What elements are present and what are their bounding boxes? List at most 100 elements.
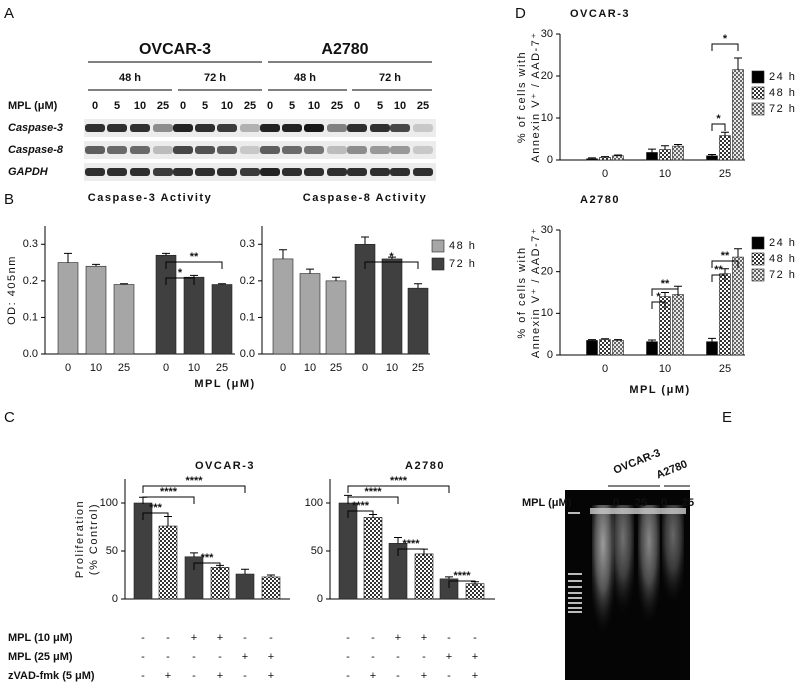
blot-band [347,124,367,132]
dose: 10 [308,100,320,112]
significance-label: **** [160,486,178,498]
significance-bracket [347,496,399,504]
significance-label: * [389,251,394,263]
blot-band [260,146,280,154]
error-bar [445,576,453,579]
error-bar [588,339,596,341]
x-axis-label: MPL (μM) [194,378,255,390]
bar [85,265,107,355]
panel-label: C [4,409,15,426]
blot-band [195,146,215,154]
blot-band [217,146,237,154]
dose: 25 [331,100,343,112]
legend-swatch [751,86,765,100]
protein-label: Caspase-8 [8,144,64,156]
error-bar [674,143,682,147]
error-bar [332,276,340,281]
significance-label: ** [721,250,730,262]
bar [672,294,684,356]
bar [612,340,624,356]
panel-label: B [4,191,14,208]
blot-band [195,124,215,132]
legend-swatch [751,236,765,250]
significance-bracket [142,512,169,520]
x-tick-label: 10 [659,363,671,375]
treatment-label: MPL (25 μM) [8,651,73,663]
error-bar [661,145,669,150]
blot-band [347,168,367,176]
y-tick-label: 0.0 [23,348,38,360]
x-tick-label: 0 [65,362,71,374]
significance-bracket [347,510,374,518]
error-bar [414,283,422,289]
y-tick-label: 20 [541,266,553,278]
bar [586,158,598,161]
blot-band [304,168,324,176]
error-bar [190,274,198,278]
treatment-sign: - [192,651,196,663]
bar [719,135,731,161]
significance-label: **** [364,486,382,498]
x-axis-label: MPL (μM) [629,384,690,396]
blot-band [173,168,193,176]
treatment-sign: - [243,632,247,644]
bar [706,341,718,356]
treatment-sign: - [346,670,350,682]
treatment-sign: + [268,670,274,682]
treatment-sign: - [243,670,247,682]
protein-label: GAPDH [8,166,49,178]
error-bar [279,249,287,259]
dose: 25 [244,100,256,112]
significance-label: ** [190,251,199,263]
dose: 25 [635,497,647,509]
treatment-label: MPL (10 μM) [8,632,73,644]
bar [210,567,230,600]
error-bar [614,339,622,341]
x-tick-label: 0 [602,363,608,375]
error-bar [614,154,622,156]
chart-title: OVCAR-3 [570,8,630,20]
significance-label: * [723,33,728,45]
y-tick-label: 0.2 [240,275,255,287]
significance-bracket [142,485,246,493]
treatment-sign: - [396,651,400,663]
blot-band [327,168,347,176]
x-tick-label: 25 [118,362,130,374]
blot-band [217,124,237,132]
x-tick-label: 0 [163,362,169,374]
error-bar [120,283,128,285]
dose: 10 [134,100,146,112]
treatment-sign: - [473,632,477,644]
significance-bracket [165,277,195,285]
gel-smear [592,505,614,635]
dose: 25 [417,100,429,112]
blot-band [153,168,173,176]
x-tick-label: 25 [719,168,731,180]
y-tick-label: 50 [106,545,118,557]
blot-band [282,124,302,132]
significance-bracket [651,288,679,296]
blot-band [85,146,105,154]
bar [732,69,744,161]
error-bar [388,256,396,259]
bar [235,573,255,600]
dose: 10 [394,100,406,112]
y-tick-label: 50 [311,545,323,557]
error-bar [601,156,609,158]
error-bar [162,252,170,256]
x-tick-label: 0 [602,168,608,180]
gel-smear [612,505,634,615]
x-tick-label: 25 [719,363,731,375]
significance-bracket [651,301,666,309]
bar [272,258,294,355]
treatment-label: zVAD-fmk (5 μM) [8,670,95,682]
blot-band [85,124,105,132]
treatment-sign: - [346,632,350,644]
treatment-sign: + [395,632,401,644]
legend-label: 24 h [769,71,796,83]
bar [261,576,281,600]
chart-title: Caspase-3 Activity [88,192,212,204]
blot-band [282,146,302,154]
significance-bracket [142,496,195,504]
